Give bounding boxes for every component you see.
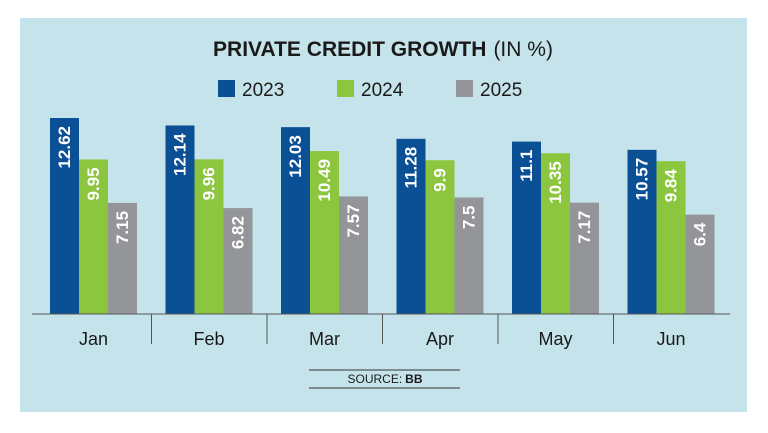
tick-label-jun: Jun [656, 329, 685, 349]
source-note: SOURCE: BB [309, 369, 460, 389]
bar-jan-2023 [50, 118, 79, 314]
tick-label-mar: Mar [309, 329, 340, 349]
tick-label-jan: Jan [79, 329, 108, 349]
value-label-feb-2024: 9.96 [200, 167, 219, 200]
bar-jan-2024 [79, 159, 108, 314]
bar-mar-2023 [281, 127, 310, 314]
value-label-feb-2023: 12.14 [171, 133, 190, 176]
value-label-apr-2024: 9.9 [431, 168, 450, 192]
bar-jan-2025 [108, 202, 137, 314]
value-label-apr-2023: 11.28 [402, 147, 421, 189]
bar-feb-2024 [194, 159, 224, 314]
tick-label-apr: Apr [426, 329, 454, 349]
chart-title-unit: (IN %) [493, 38, 553, 61]
legend-label-2023: 2023 [242, 80, 284, 101]
value-label-jun-2024: 9.84 [662, 169, 681, 203]
value-label-mar-2024: 10.49 [315, 159, 334, 202]
value-label-jan-2024: 9.95 [84, 167, 103, 200]
value-label-jun-2023: 10.57 [633, 158, 652, 201]
bar-feb-2025 [223, 208, 253, 314]
bar-mar-2025 [339, 196, 368, 314]
bar-may-2025 [570, 202, 599, 314]
bar-apr-2025 [454, 197, 484, 314]
bar-jun-2025 [685, 214, 715, 314]
bars-group: 12.629.957.1512.149.966.8212.0310.497.57… [50, 118, 715, 314]
value-label-feb-2025: 6.82 [229, 216, 248, 249]
bar-jun-2023 [627, 149, 657, 314]
legend-swatch-2024 [337, 80, 354, 97]
bar-apr-2024 [425, 160, 455, 314]
bar-mar-2024 [310, 151, 339, 314]
source-value: BB [405, 372, 423, 386]
value-label-may-2023: 11.1 [517, 150, 536, 182]
value-label-may-2025: 7.17 [575, 211, 594, 244]
bar-may-2024 [541, 153, 570, 314]
source-text: SOURCE: BB [347, 372, 422, 386]
bar-may-2023 [512, 141, 541, 314]
value-label-jan-2025: 7.15 [113, 211, 132, 244]
legend-label-2024: 2024 [361, 80, 404, 101]
legend-swatch-2023 [218, 80, 235, 97]
tick-label-may: May [538, 329, 572, 349]
chart-panel: PRIVATE CREDIT GROWTH (IN %) 2023 2024 2025… [20, 18, 747, 412]
chart-title: PRIVATE CREDIT GROWTH (IN %) [213, 38, 553, 61]
value-label-may-2024: 10.35 [546, 161, 565, 204]
legend-label-2025: 2025 [480, 80, 522, 101]
x-axis-ticks: Jan Feb Mar Apr May Jun [79, 314, 686, 349]
value-label-mar-2025: 7.57 [344, 204, 363, 237]
chart-svg: PRIVATE CREDIT GROWTH (IN %) 2023 2024 2025… [32, 38, 730, 389]
bar-apr-2023 [396, 138, 426, 314]
value-label-jan-2023: 12.62 [55, 126, 74, 169]
bar-jun-2024 [656, 161, 686, 314]
bar-feb-2023 [165, 125, 195, 314]
chart-title-main: PRIVATE CREDIT GROWTH [213, 38, 486, 61]
legend: 2023 2024 2025 [218, 80, 522, 101]
legend-swatch-2025 [456, 80, 473, 97]
value-label-mar-2023: 12.03 [286, 135, 305, 178]
value-label-apr-2025: 7.5 [460, 206, 479, 230]
tick-label-feb: Feb [193, 329, 224, 349]
source-label: SOURCE: [347, 372, 402, 386]
value-label-jun-2025: 6.4 [691, 222, 710, 246]
